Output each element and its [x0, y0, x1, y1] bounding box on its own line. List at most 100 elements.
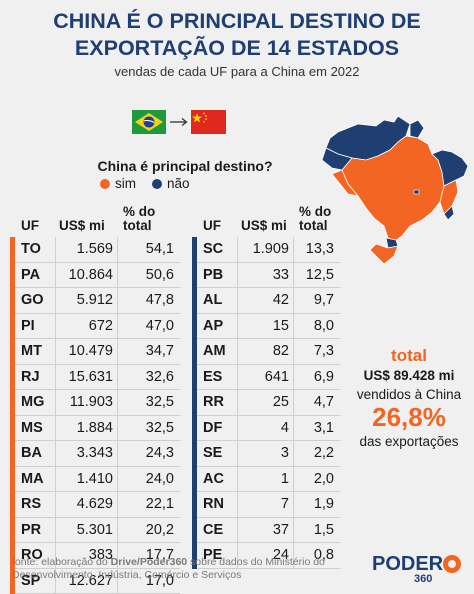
cell-uf: SC — [197, 237, 237, 263]
cell-usd: 10.864 — [55, 263, 117, 289]
legend-question: China é principal destino? — [60, 158, 310, 174]
cell-pct: 7,3 — [293, 339, 340, 365]
legend-no-label: não — [167, 176, 190, 191]
china-flag-icon — [191, 110, 226, 134]
title-line-2: EXPORTAÇÃO DE 14 ESTADOS — [0, 36, 474, 60]
cell-uf: CE — [197, 518, 237, 544]
legend-no: não — [152, 176, 190, 191]
cell-usd: 4 — [237, 416, 293, 442]
cell-usd: 5.912 — [55, 288, 117, 314]
cell-usd: 1.569 — [55, 237, 117, 263]
cell-uf: SE — [197, 441, 237, 467]
cell-uf: GO — [15, 288, 55, 314]
cell-pct: 1,9 — [293, 492, 340, 518]
title-line-1: CHINA É O PRINCIPAL DESTINO DE — [0, 9, 474, 33]
cell-usd: 42 — [237, 288, 293, 314]
cell-uf: RN — [197, 492, 237, 518]
logo-name: PODER — [372, 553, 444, 575]
cell-pct: 6,9 — [293, 365, 340, 391]
arrow-right-icon — [170, 119, 187, 126]
header-pct-line1: % do — [123, 204, 155, 219]
total-share: 26,8% — [356, 402, 462, 433]
cell-pct: 4,7 — [293, 390, 340, 416]
map-region-df — [414, 190, 419, 194]
cell-uf: MS — [15, 416, 55, 442]
brazil-flag-icon — [132, 110, 166, 134]
map-region-amapa — [410, 120, 424, 138]
legend-yes: sim — [100, 176, 136, 191]
cell-pct: 8,0 — [293, 314, 340, 340]
cell-uf: DF — [197, 416, 237, 442]
logo-sun-icon — [443, 555, 461, 573]
cell-uf: ES — [197, 365, 237, 391]
cell-pct: 9,7 — [293, 288, 340, 314]
cell-usd: 11.903 — [55, 390, 117, 416]
cell-uf: MG — [15, 390, 55, 416]
legend: sim não — [100, 176, 190, 191]
cell-pct: 1,5 — [293, 518, 340, 544]
cell-pct: 2,0 — [293, 467, 340, 493]
total-label: total — [356, 346, 462, 366]
map-region-rs — [370, 244, 398, 264]
header-pct-line2: total — [123, 218, 152, 233]
cell-pct: 20,2 — [117, 518, 180, 544]
cell-pct: 32,5 — [117, 390, 180, 416]
cell-uf: AL — [197, 288, 237, 314]
cell-usd: 672 — [55, 314, 117, 340]
poder360-logo: PODER 360 — [370, 548, 466, 584]
cell-uf: RJ — [15, 365, 55, 391]
cell-uf: TO — [15, 237, 55, 263]
cell-uf: MA — [15, 467, 55, 493]
header-uf: UF — [197, 199, 237, 237]
cell-pct: 47,0 — [117, 314, 180, 340]
total-exports-text: das exportações — [356, 434, 462, 449]
cell-usd: 3 — [237, 441, 293, 467]
header-usd: US$ mi — [237, 199, 293, 237]
cell-usd: 10.479 — [55, 339, 117, 365]
cell-usd: 1.884 — [55, 416, 117, 442]
cell-usd: 5.301 — [55, 518, 117, 544]
cell-usd: 1.909 — [237, 237, 293, 263]
cell-uf: AC — [197, 467, 237, 493]
cell-pct: 3,1 — [293, 416, 340, 442]
cell-pct: 12,5 — [293, 263, 340, 289]
cell-usd: 15.631 — [55, 365, 117, 391]
brazil-to-china-flags — [132, 110, 226, 135]
cell-pct: 50,6 — [117, 263, 180, 289]
cell-usd: 33 — [237, 263, 293, 289]
cell-uf: PB — [197, 263, 237, 289]
cell-uf: BA — [15, 441, 55, 467]
cell-usd: 3.343 — [55, 441, 117, 467]
cell-usd: 7 — [237, 492, 293, 518]
cell-pct: 32,5 — [117, 416, 180, 442]
total-amount: US$ 89.428 mi — [356, 368, 462, 383]
cell-uf: RS — [15, 492, 55, 518]
header-pct-line2: total — [299, 218, 328, 233]
cell-usd: 4.629 — [55, 492, 117, 518]
legend-no-dot — [152, 179, 162, 189]
cell-usd: 25 — [237, 390, 293, 416]
cell-pct: 24,0 — [117, 467, 180, 493]
cell-usd: 1 — [237, 467, 293, 493]
footer-source-name: Drive/Poder360 — [111, 556, 187, 568]
subtitle: vendas de cada UF para a China em 2022 — [0, 64, 474, 79]
